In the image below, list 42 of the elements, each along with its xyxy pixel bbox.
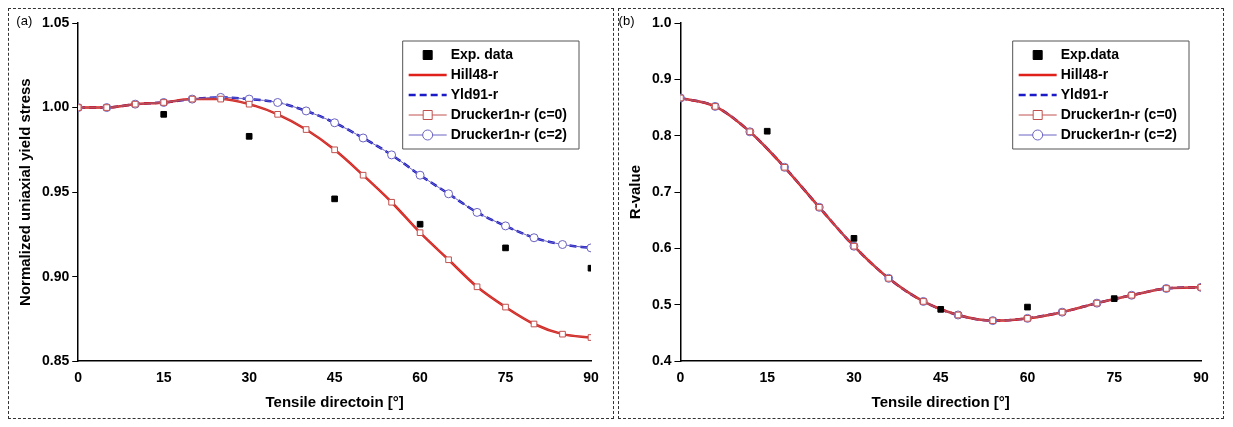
x-tick-label: 30	[241, 369, 258, 386]
x-tick-label: 60	[412, 369, 429, 386]
y-axis-title: Normalized uniaxial yield stress	[16, 78, 34, 306]
y-tick-label: 1.05	[42, 13, 70, 30]
y-tick-label: 0.90	[42, 267, 70, 284]
legend-label: Drucker1n-r (c=2)	[1060, 125, 1177, 142]
y-tick-label: 0.95	[42, 182, 70, 199]
x-tick-label: 15	[759, 369, 776, 386]
legend-label: Drucker1n-r (c=0)	[450, 105, 567, 122]
x-tick-label: 30	[846, 369, 862, 386]
x-tick-label: 15	[155, 369, 172, 386]
legend-label: Hill48-r	[1060, 65, 1109, 82]
y-tick-label: 0.4	[651, 352, 672, 369]
y-tick-label: 0.6	[651, 239, 672, 256]
x-tick-label: 45	[326, 369, 343, 386]
y-tick-label: 1.0	[651, 13, 672, 30]
text: (a)	[16, 13, 33, 29]
legend-label: Exp. data	[450, 45, 514, 62]
y-tick-label: 1.00	[42, 98, 70, 115]
x-tick-label: 0	[74, 369, 83, 386]
x-axis-title: Tensile direction [°]	[871, 393, 1010, 411]
legend-label: Exp.data	[1060, 45, 1120, 62]
y-tick-label: 0.85	[42, 352, 70, 369]
x-tick-label: 45	[932, 369, 949, 386]
x-tick-label: 0	[676, 369, 685, 386]
x-tick-label: 75	[497, 369, 514, 386]
y-tick-label: 0.9	[651, 70, 672, 87]
y-axis-title: R-value	[626, 165, 644, 220]
legend-label: Drucker1n-r (c=0)	[1060, 105, 1177, 122]
legend-label: Yld91-r	[1060, 85, 1109, 102]
legend-label: Yld91-r	[450, 85, 499, 102]
x-tick-label: 75	[1106, 369, 1123, 386]
x-tick-label: 60	[1019, 369, 1036, 386]
x-axis-title: Tensile directoin [°]	[265, 393, 404, 411]
legend-label: Hill48-r	[450, 65, 499, 82]
y-tick-label: 0.8	[651, 126, 672, 143]
legend-label: Drucker1n-r (c=2)	[450, 125, 567, 142]
x-tick-label: 90	[583, 369, 599, 386]
text: (b)	[618, 13, 635, 29]
y-tick-label: 0.7	[651, 182, 672, 199]
y-tick-label: 0.5	[651, 295, 672, 312]
x-tick-label: 90	[1193, 369, 1209, 386]
